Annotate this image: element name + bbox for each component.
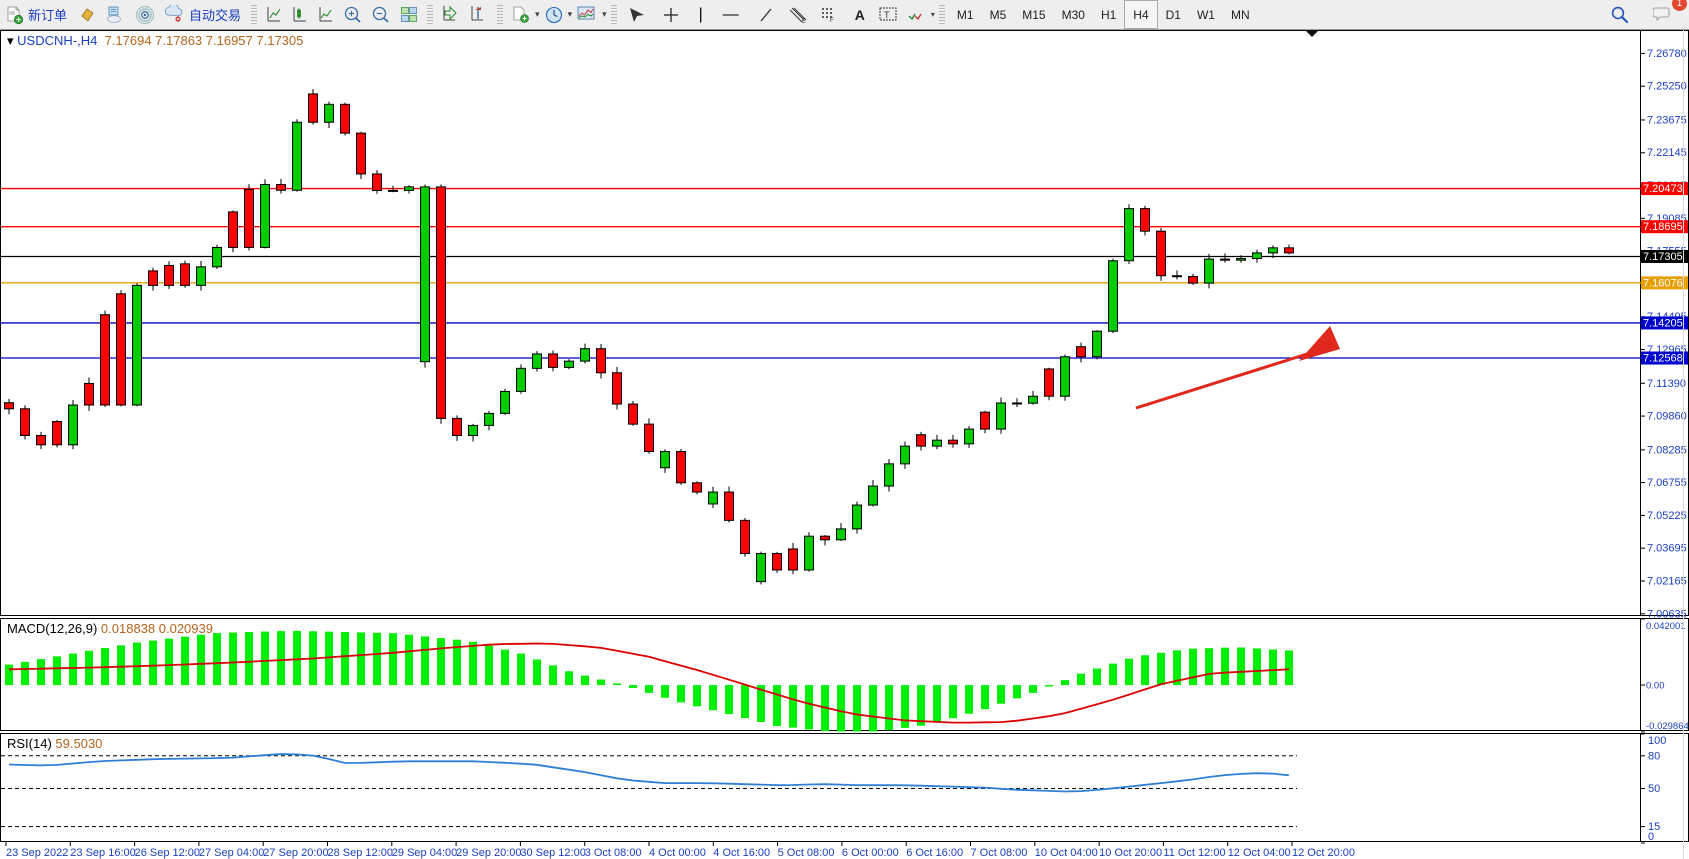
svg-text:F: F: [830, 18, 834, 23]
svg-text:7.26780: 7.26780: [1647, 48, 1687, 60]
svg-text:7.17305: 7.17305: [1643, 251, 1683, 263]
svg-text:7 Oct 08:00: 7 Oct 08:00: [971, 847, 1028, 859]
svg-text:7.16076: 7.16076: [1643, 277, 1683, 289]
svg-text:50: 50: [1648, 783, 1660, 795]
svg-text:7.06755: 7.06755: [1647, 477, 1687, 489]
svg-text:7.12568: 7.12568: [1643, 353, 1683, 365]
svg-text:7.03695: 7.03695: [1647, 543, 1687, 555]
svg-text:0.042001: 0.042001: [1646, 621, 1686, 632]
svg-text:7.18695: 7.18695: [1643, 221, 1683, 233]
svg-text:7.14205: 7.14205: [1643, 317, 1683, 329]
svg-text:E: E: [802, 19, 806, 24]
svg-text:29 Sep 04:00: 29 Sep 04:00: [392, 847, 457, 859]
svg-text:7.02165: 7.02165: [1647, 576, 1687, 588]
svg-text:6 Oct 16:00: 6 Oct 16:00: [906, 847, 963, 859]
svg-text:7.23675: 7.23675: [1647, 114, 1687, 126]
svg-text:7.22145: 7.22145: [1647, 147, 1687, 159]
svg-text:6 Oct 00:00: 6 Oct 00:00: [842, 847, 899, 859]
svg-text:5 Oct 08:00: 5 Oct 08:00: [778, 847, 835, 859]
svg-text:28 Sep 12:00: 28 Sep 12:00: [328, 847, 393, 859]
svg-text:26 Sep 12:00: 26 Sep 12:00: [135, 847, 200, 859]
svg-text:7.08285: 7.08285: [1647, 444, 1687, 456]
svg-text:27 Sep 04:00: 27 Sep 04:00: [199, 847, 264, 859]
svg-text:7.05225: 7.05225: [1647, 510, 1687, 522]
svg-text:T: T: [884, 10, 890, 20]
svg-text:30 Sep 12:00: 30 Sep 12:00: [520, 847, 585, 859]
svg-text:4 Oct 00:00: 4 Oct 00:00: [649, 847, 706, 859]
svg-text:0: 0: [1648, 831, 1654, 843]
svg-text:4 Oct 16:00: 4 Oct 16:00: [713, 847, 770, 859]
svg-text:80: 80: [1648, 750, 1660, 762]
svg-text:7.25250: 7.25250: [1647, 81, 1687, 93]
svg-text:23 Sep 16:00: 23 Sep 16:00: [70, 847, 135, 859]
svg-text:29 Sep 20:00: 29 Sep 20:00: [456, 847, 521, 859]
svg-text:12 Oct 04:00: 12 Oct 04:00: [1228, 847, 1291, 859]
svg-text:10 Oct 20:00: 10 Oct 20:00: [1099, 847, 1162, 859]
svg-text:7.20473: 7.20473: [1643, 183, 1683, 195]
svg-text:12 Oct 20:00: 12 Oct 20:00: [1292, 847, 1355, 859]
svg-text:3 Oct 08:00: 3 Oct 08:00: [585, 847, 642, 859]
svg-text:23 Sep 2022: 23 Sep 2022: [6, 847, 68, 859]
svg-text:100: 100: [1648, 735, 1666, 747]
svg-text:27 Sep 20:00: 27 Sep 20:00: [263, 847, 328, 859]
svg-text:7.11390: 7.11390: [1647, 378, 1686, 390]
svg-text:10 Oct 04:00: 10 Oct 04:00: [1035, 847, 1098, 859]
svg-text:7.09860: 7.09860: [1647, 411, 1687, 423]
svg-text:11 Oct 12:00: 11 Oct 12:00: [1163, 847, 1225, 859]
svg-text:0.00: 0.00: [1646, 681, 1665, 692]
